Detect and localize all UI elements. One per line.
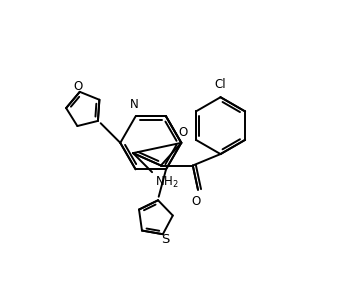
Text: NH$_2$: NH$_2$ [155,175,179,190]
Text: O: O [178,126,188,139]
Text: N: N [130,98,139,111]
Text: O: O [191,195,201,208]
Text: O: O [74,80,83,93]
Text: Cl: Cl [215,78,226,91]
Text: S: S [161,233,169,245]
